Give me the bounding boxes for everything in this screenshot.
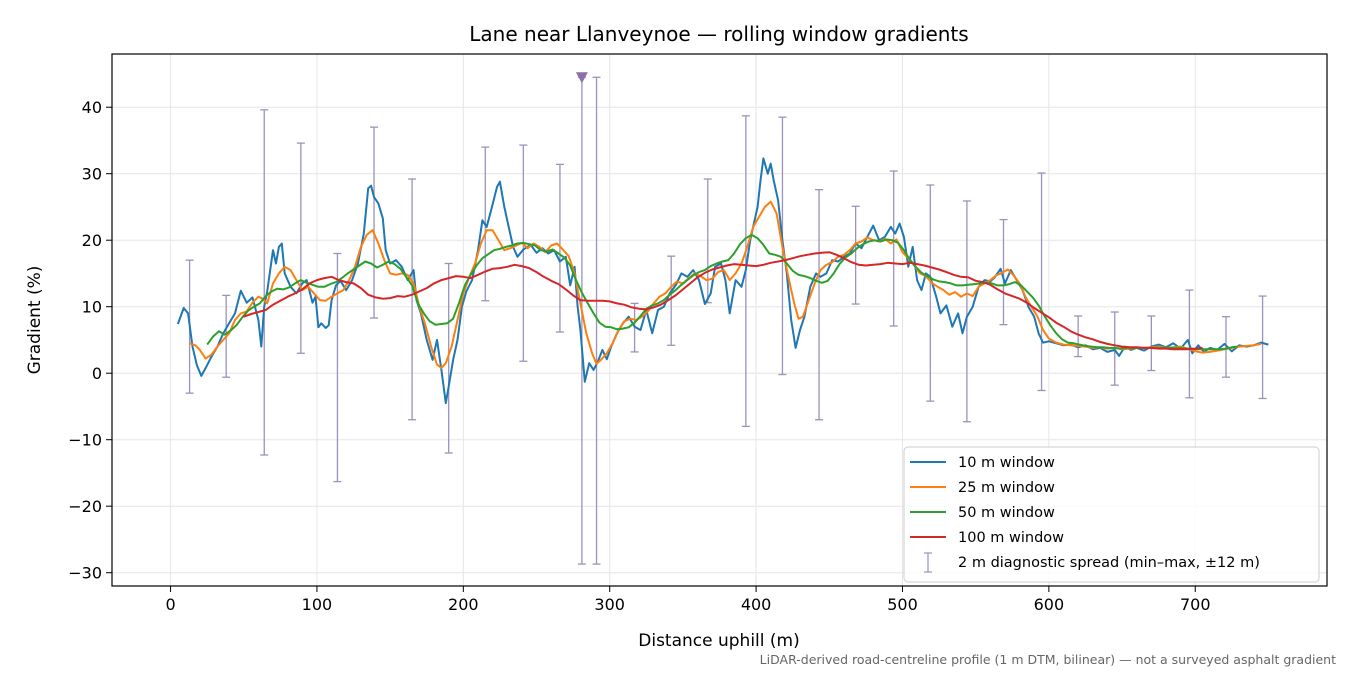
spread-bar	[962, 200, 971, 423]
spread-bar	[444, 262, 453, 454]
spread-bar	[333, 252, 342, 483]
spread-bar	[555, 163, 564, 333]
peak-marker	[575, 72, 588, 84]
y-tick-label: −10	[68, 431, 102, 450]
y-tick-label: −30	[68, 564, 102, 583]
y-tick-label: −20	[68, 497, 102, 516]
spread-bar	[1258, 295, 1267, 400]
spread-bar	[815, 189, 824, 421]
y-axis-label: Gradient (%)	[25, 266, 45, 375]
spread-bar	[1221, 316, 1230, 378]
legend: 10 m window 25 m window 50 m window 100 …	[903, 446, 1320, 583]
x-tick-label: 0	[165, 595, 175, 614]
spread-bar	[851, 205, 860, 305]
x-tick-label: 400	[741, 595, 772, 614]
spread-bar	[408, 178, 417, 421]
series-line-50m	[206, 233, 1238, 351]
series-line-10m	[176, 157, 1269, 405]
footnote: LiDAR-derived road-centreline profile (1…	[760, 652, 1336, 667]
x-tick-label: 200	[448, 595, 479, 614]
plot-frame	[111, 53, 1328, 587]
legend-box	[903, 446, 1320, 583]
x-tick-label: 100	[302, 595, 333, 614]
x-axis-ticks: 0 100 200 300 400 500 600 700	[165, 586, 1211, 614]
spread-bar	[260, 109, 269, 456]
x-tick-label: 700	[1180, 595, 1211, 614]
y-tick-label: 30	[82, 165, 102, 184]
spread-bar	[667, 255, 676, 346]
spread-bar	[370, 126, 379, 319]
y-tick-label: 40	[82, 98, 102, 117]
y-tick-label: 0	[92, 364, 102, 383]
y-tick-label: 10	[82, 298, 102, 317]
legend-label-25m: 25 m window	[958, 480, 1055, 496]
series-lines	[176, 157, 1269, 405]
series-line-100m	[243, 251, 1203, 351]
spread-bar	[296, 142, 305, 354]
x-axis-label: Distance uphill (m)	[638, 631, 799, 651]
legend-label-10m: 10 m window	[958, 455, 1055, 471]
x-tick-label: 600	[1034, 595, 1065, 614]
legend-label-50m: 50 m window	[958, 505, 1055, 521]
legend-swatch-spread	[924, 552, 932, 573]
spread-error-bars	[185, 76, 1267, 565]
legend-label-100m: 100 m window	[958, 530, 1064, 546]
spread-bar	[1037, 172, 1046, 392]
x-tick-label: 300	[594, 595, 625, 614]
chart-title: Lane near Llanveynoe — rolling window gr…	[469, 22, 968, 46]
spread-bar	[926, 184, 935, 402]
spread-bar	[592, 76, 601, 565]
legend-label-spread: 2 m diagnostic spread (min–max, ±12 m)	[958, 555, 1260, 571]
spread-bar	[1074, 315, 1083, 358]
spread-bar	[1147, 315, 1156, 372]
x-tick-label: 500	[887, 595, 918, 614]
y-tick-label: 20	[82, 231, 102, 250]
y-axis-ticks: −30 −20 −10 0 10 20 30 40	[68, 98, 112, 583]
spread-bar	[889, 170, 898, 327]
triangle-marker	[575, 72, 588, 84]
spread-bar	[519, 144, 528, 362]
